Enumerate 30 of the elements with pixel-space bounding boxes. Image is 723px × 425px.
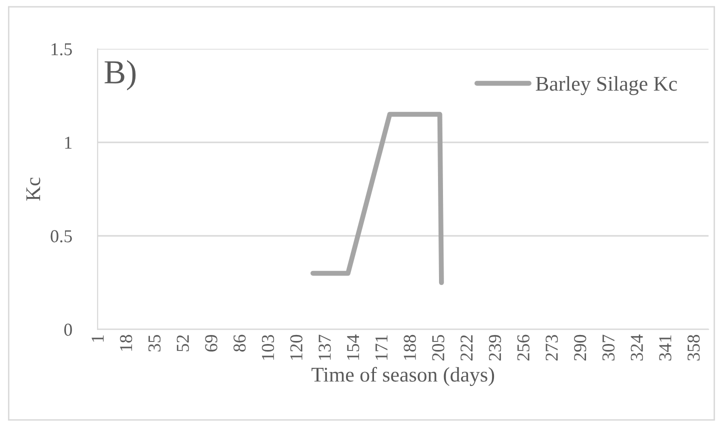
- x-tick-label: 52: [176, 335, 189, 352]
- x-tick-label: 239: [488, 334, 502, 361]
- x-tick-label: 222: [460, 335, 473, 361]
- x-axis-title: Time of season (days): [312, 366, 494, 386]
- x-tick-label: 86: [233, 334, 246, 352]
- x-tick-label: 358: [688, 334, 700, 360]
- x-tick-label: 171: [375, 335, 388, 360]
- y-tick-label: 1.5: [52, 43, 72, 56]
- x-tick-label: 120: [290, 334, 302, 360]
- x-tick-label: 273: [546, 334, 558, 361]
- x-tick-label: 18: [120, 334, 132, 351]
- x-tick-label: 256: [517, 334, 530, 361]
- x-tick-label: 324: [630, 334, 643, 360]
- y-tick-label: 0: [64, 324, 72, 336]
- annotation: B): [104, 60, 136, 90]
- x-tick-label: 35: [148, 334, 161, 352]
- x-tick-label: 137: [318, 334, 331, 360]
- legend-label: Barley Silage Kc: [536, 76, 677, 96]
- x-tick-label: 307: [602, 334, 615, 360]
- x-tick-label: 188: [404, 334, 416, 360]
- x-tick-label: 1: [92, 335, 104, 342]
- x-tick-label: 341: [659, 335, 672, 360]
- x-tick-label: 205: [432, 334, 444, 361]
- y-axis-title: Kc: [26, 178, 40, 201]
- x-tick-label: 290: [574, 334, 586, 361]
- y-tick-label: 1: [65, 136, 72, 149]
- x-tick-label: 69: [205, 334, 218, 352]
- y-tick-label: 0.5: [50, 230, 72, 242]
- x-tick-label: 103: [262, 334, 274, 360]
- x-tick-label: 154: [347, 334, 360, 360]
